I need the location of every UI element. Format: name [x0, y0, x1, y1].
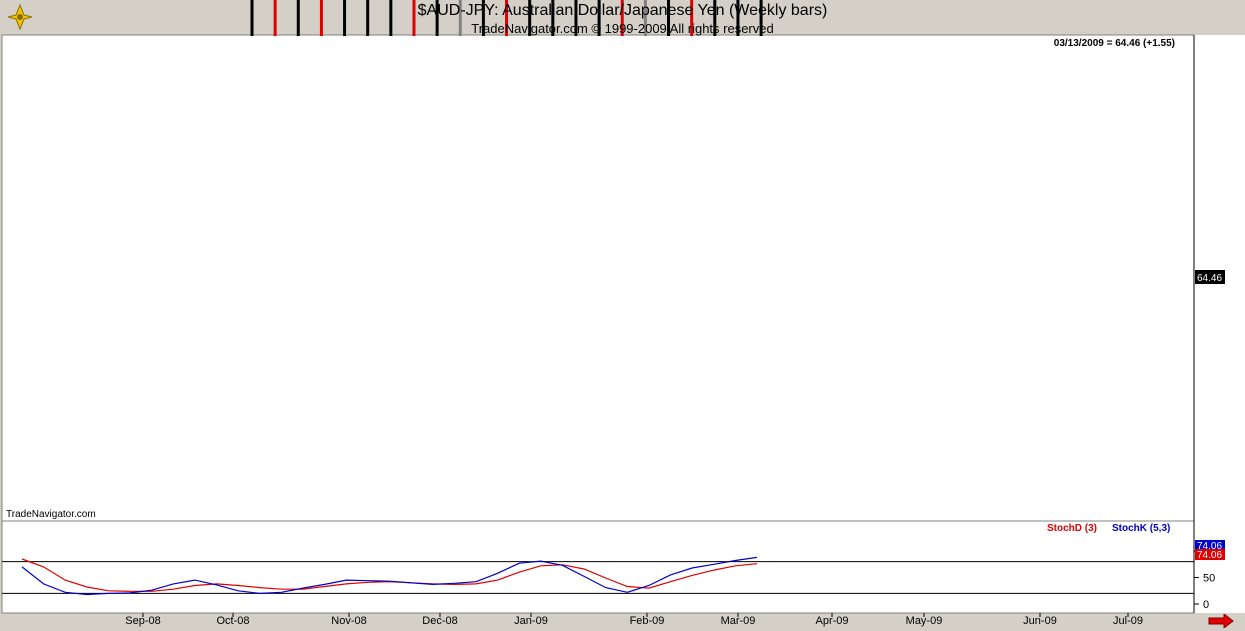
x-tick-label: Jul-09 [1113, 615, 1143, 627]
last-price-tag-bg [1195, 270, 1225, 284]
scroll-right-arrow-icon[interactable] [1208, 614, 1234, 628]
chart-title: $AUD-JPY: Australian Dollar/Japanese Yen… [417, 2, 828, 19]
stoch-d-tag: 74.06 [1197, 550, 1222, 561]
x-tick-label: Oct-08 [216, 615, 249, 627]
watermark-label: TradeNavigator.com [6, 509, 96, 520]
stoch-k-tag-bg [1195, 540, 1225, 550]
stoch-axis [1194, 521, 1245, 613]
price-panel [1, 34, 1195, 522]
stoch-k-label: StochK (5,3) [1112, 523, 1170, 534]
x-tick-label: Apr-09 [815, 615, 848, 627]
chart-subtitle: TradeNavigator.com © 1999-2009 All right… [471, 21, 774, 36]
stoch-tick-label: 0 [1203, 599, 1209, 611]
x-tick-label: Feb-09 [630, 615, 665, 627]
stoch-tick-label: 50 [1203, 573, 1215, 585]
stoch-k-tag: 74.06 [1197, 541, 1222, 552]
x-tick-label: Sep-08 [125, 615, 160, 627]
x-tick-label: Mar-09 [721, 615, 756, 627]
x-tick-label: May-09 [906, 615, 943, 627]
x-axis-ticks: Sep-08 Oct-08 Nov-08 Dec-08 Jan-09 Feb-09 Mar-… [125, 613, 1143, 627]
x-tick-label: Dec-08 [422, 615, 457, 627]
stoch-panel [1, 520, 1195, 614]
stoch-series-line [21, 556, 758, 596]
x-tick-label: Jan-09 [514, 615, 548, 627]
x-tick-label: Jun-09 [1023, 615, 1057, 627]
stoch-d-tag-bg [1195, 549, 1225, 560]
last-price-tag: 64.46 [1197, 273, 1222, 284]
quote-readout: 03/13/2009 = 64.46 (+1.55) [1054, 38, 1175, 49]
tradenavigator-logo-icon[interactable] [6, 3, 34, 31]
stoch-d-label: StochD (3) [1047, 523, 1097, 534]
x-tick-label: Nov-08 [331, 615, 366, 627]
